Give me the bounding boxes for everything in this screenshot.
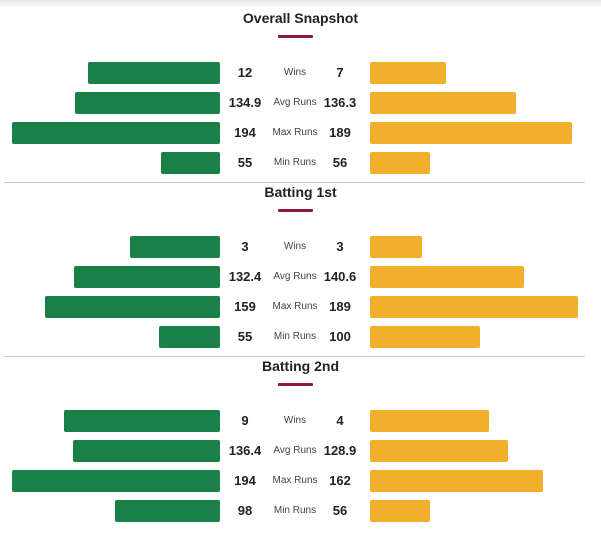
- left-team-value: 159: [234, 299, 256, 314]
- stat-label: Wins: [283, 241, 307, 252]
- section-title: Overall Snapshot: [242, 10, 359, 26]
- right-team-value: 189: [329, 125, 351, 140]
- left-team-bar: [161, 152, 220, 174]
- section-title: Batting 1st: [264, 184, 337, 200]
- left-team-bar: [12, 122, 220, 144]
- right-team-bar: [370, 92, 516, 114]
- right-team-bar: [370, 236, 422, 258]
- left-team-value: 194: [234, 125, 256, 140]
- stat-label: Avg Runs: [273, 97, 317, 108]
- left-team-value: 194: [234, 473, 256, 488]
- left-team-value: 55: [237, 329, 253, 344]
- stat-label: Min Runs: [273, 157, 317, 168]
- stat-row: 134.9 Avg Runs 136.3: [0, 92, 601, 114]
- right-team-bar: [370, 122, 572, 144]
- left-team-bar: [115, 500, 220, 522]
- left-team-value: 136.4: [228, 443, 262, 458]
- right-team-value: 56: [332, 503, 348, 518]
- stat-row: 98 Min Runs 56: [0, 500, 601, 522]
- left-team-bar: [45, 296, 220, 318]
- stat-label: Avg Runs: [273, 445, 317, 456]
- right-team-value: 128.9: [323, 443, 357, 458]
- stat-label: Max Runs: [272, 301, 318, 312]
- right-team-bar: [370, 500, 430, 522]
- stat-label: Avg Runs: [273, 271, 317, 282]
- top-shadow: [0, 0, 601, 8]
- right-team-bar: [370, 326, 480, 348]
- right-team-bar: [370, 410, 489, 432]
- section-2: Batting 2nd 9 Wins 4 136.4 Avg Runs 128.…: [0, 356, 601, 530]
- right-team-bar: [370, 296, 578, 318]
- right-team-value: 140.6: [323, 269, 357, 284]
- left-team-bar: [88, 62, 220, 84]
- left-team-bar: [74, 266, 220, 288]
- right-team-value: 189: [329, 299, 351, 314]
- left-team-bar: [12, 470, 220, 492]
- left-team-value: 134.9: [228, 95, 262, 110]
- right-team-value: 7: [336, 65, 344, 80]
- stat-row: 136.4 Avg Runs 128.9: [0, 440, 601, 462]
- stat-row: 12 Wins 7: [0, 62, 601, 84]
- section-divider: [4, 356, 585, 357]
- right-team-bar: [370, 152, 430, 174]
- section-divider: [4, 182, 585, 183]
- left-team-bar: [75, 92, 220, 114]
- right-team-value: 100: [329, 329, 351, 344]
- stat-row: 159 Max Runs 189: [0, 296, 601, 318]
- left-team-value: 98: [237, 503, 253, 518]
- left-team-value: 3: [241, 239, 249, 254]
- right-team-bar: [370, 470, 543, 492]
- stat-label: Min Runs: [273, 331, 317, 342]
- section-1: Batting 1st 3 Wins 3 132.4 Avg Runs 140.…: [0, 182, 601, 357]
- left-team-bar: [64, 410, 220, 432]
- right-team-value: 4: [336, 413, 344, 428]
- right-team-value: 56: [332, 155, 348, 170]
- left-team-bar: [130, 236, 220, 258]
- left-team-value: 55: [237, 155, 253, 170]
- stat-label: Wins: [283, 415, 307, 426]
- stat-row: 55 Min Runs 100: [0, 326, 601, 348]
- section-0: Overall Snapshot 12 Wins 7 134.9 Avg Run…: [0, 8, 601, 183]
- stat-row: 55 Min Runs 56: [0, 152, 601, 174]
- title-underline: [278, 35, 313, 38]
- stat-label: Min Runs: [273, 505, 317, 516]
- stat-row: 194 Max Runs 162: [0, 470, 601, 492]
- right-team-bar: [370, 62, 446, 84]
- right-team-value: 162: [329, 473, 351, 488]
- left-team-bar: [73, 440, 220, 462]
- title-underline: [278, 209, 313, 212]
- right-team-value: 3: [336, 239, 344, 254]
- stat-label: Max Runs: [272, 475, 318, 486]
- right-team-value: 136.3: [323, 95, 357, 110]
- right-team-bar: [370, 440, 508, 462]
- right-team-bar: [370, 266, 524, 288]
- left-team-value: 132.4: [228, 269, 262, 284]
- stat-row: 194 Max Runs 189: [0, 122, 601, 144]
- stat-row: 3 Wins 3: [0, 236, 601, 258]
- section-title: Batting 2nd: [262, 358, 339, 374]
- title-underline: [278, 383, 313, 386]
- left-team-value: 9: [241, 413, 249, 428]
- stat-row: 9 Wins 4: [0, 410, 601, 432]
- left-team-bar: [159, 326, 220, 348]
- stat-label: Max Runs: [272, 127, 318, 138]
- stat-label: Wins: [283, 67, 307, 78]
- left-team-value: 12: [237, 65, 253, 80]
- stat-row: 132.4 Avg Runs 140.6: [0, 266, 601, 288]
